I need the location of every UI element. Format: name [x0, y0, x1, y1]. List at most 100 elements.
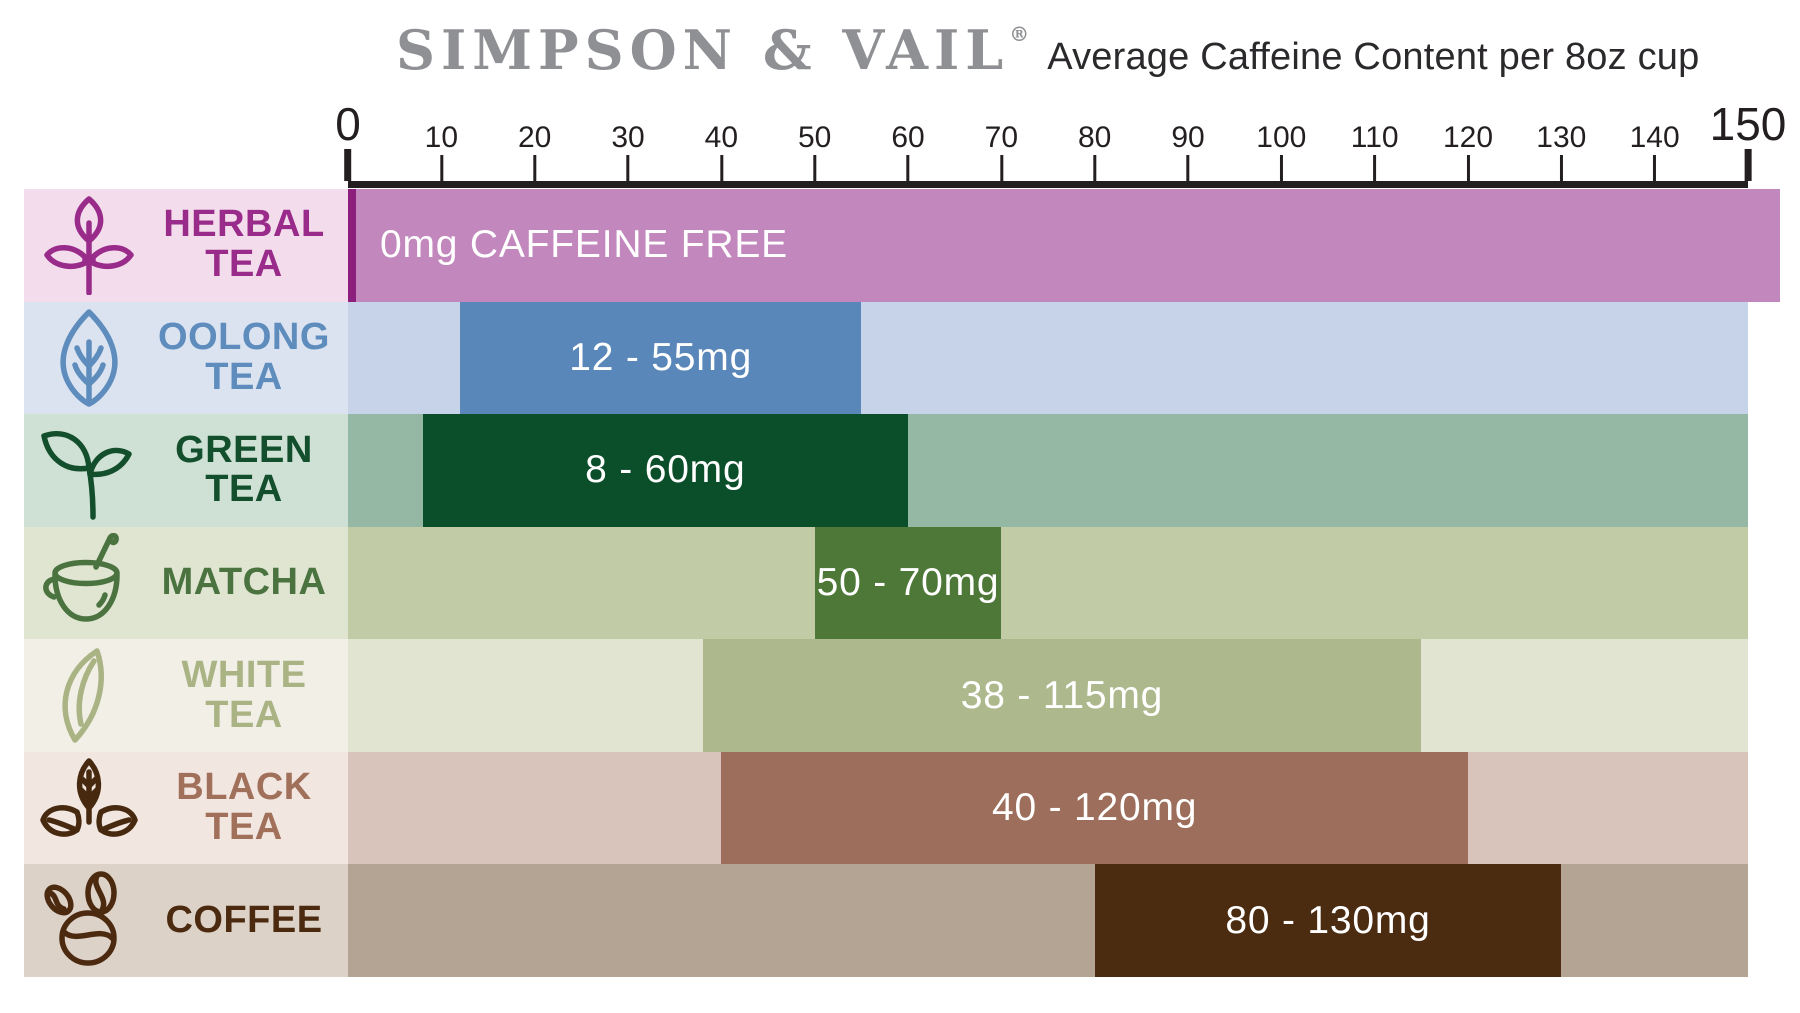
axis-tick-70: 70: [985, 96, 1018, 181]
label-line: TEA: [205, 806, 283, 849]
row-black-tea: BLACK TEA 40 - 120mg: [24, 751, 1748, 865]
label-line: TEA: [205, 693, 283, 736]
axis-tick-label: 20: [517, 121, 552, 154]
axis-tick-20: 20: [518, 96, 551, 181]
axis-tick-label: 50: [797, 121, 832, 154]
row-coffee: COFFEE 80 - 130mg: [24, 864, 1748, 978]
row-track-oolong-tea: 12 - 55mg: [348, 301, 1748, 415]
axis-tick-label: 100: [1256, 121, 1307, 154]
axis-tick-mark: [1093, 155, 1097, 181]
label-line: TEA: [205, 468, 283, 511]
bar-coffee: 80 - 130mg: [1094, 864, 1562, 978]
row-track-coffee: 80 - 130mg: [348, 864, 1748, 978]
axis-tick-mark: [1653, 155, 1657, 181]
axis-tick-130: 130: [1536, 96, 1586, 181]
axis-tick-110: 110: [1351, 96, 1399, 181]
row-label-cell-green-tea: GREEN TEA: [24, 414, 348, 527]
axis-tick-mark: [1466, 155, 1470, 181]
chart-subtitle: Average Caffeine Content per 8oz cup: [1047, 36, 1700, 78]
row-label-cell-herbal-tea: HERBAL TEA: [24, 189, 348, 302]
zero-axis-accent-line: [348, 189, 356, 302]
axis-tick-label: 130: [1536, 121, 1587, 154]
axis-tick-label: 60: [891, 121, 925, 154]
row-matcha: MATCHA 50 - 70mg: [24, 526, 1748, 640]
row-label-herbal-tea: HERBAL TEA: [154, 204, 348, 286]
row-label-green-tea: GREEN TEA: [154, 428, 348, 511]
row-label-cell-oolong-tea: OOLONG TEA: [24, 301, 348, 415]
axis-tick-mark: [813, 155, 817, 181]
axis-tick-label: 120: [1442, 121, 1494, 154]
axis-tick-40: 40: [705, 96, 738, 181]
brand-name: SIMPSON & VAIL: [396, 18, 1010, 82]
label-line: TEA: [205, 243, 283, 286]
axis-tick-mark: [1373, 155, 1377, 181]
axis-tick-mark: [344, 149, 352, 181]
coffee-beans-icon: [24, 871, 154, 971]
label-line: COFFEE: [165, 898, 323, 941]
row-track-green-tea: 8 - 60mg: [348, 414, 1748, 527]
label-line: MATCHA: [161, 561, 327, 604]
axis-tick-label: 10: [424, 121, 459, 154]
row-herbal-tea: HERBAL TEA 0mg CAFFEINE FREE: [24, 189, 1780, 302]
x-axis-line: [348, 181, 1748, 188]
axis-tick-10: 10: [425, 96, 458, 181]
axis-tick-mark: [626, 155, 630, 181]
row-label-matcha: MATCHA: [154, 561, 348, 604]
axis-tick-mark: [999, 155, 1003, 181]
label-line: BLACK: [176, 766, 312, 809]
axis-tick-140: 140: [1630, 96, 1680, 181]
axis-tick-label: 30: [611, 121, 645, 154]
row-track-black-tea: 40 - 120mg: [348, 751, 1748, 865]
axis-tick-mark: [719, 155, 723, 181]
bar-value-label: 0mg CAFFEINE FREE: [380, 223, 788, 267]
axis-tick-mark: [906, 155, 910, 181]
row-label-cell-white-tea: WHITE TEA: [24, 639, 348, 752]
oolong-leaf-icon: [24, 308, 154, 408]
row-white-tea: WHITE TEA 38 - 115mg: [24, 639, 1748, 752]
green-tea-sprout-icon: [24, 420, 154, 521]
axis-tick-mark: [439, 155, 443, 181]
bar-herbal-tea: 0mg CAFFEINE FREE: [348, 189, 1780, 302]
axis-tick-mark: [1744, 149, 1752, 181]
axis-tick-label: 150: [1709, 98, 1787, 150]
herbal-tea-sprig-icon: [24, 195, 154, 296]
bar-black-tea: 40 - 120mg: [721, 751, 1468, 865]
bar-matcha: 50 - 70mg: [814, 526, 1002, 640]
row-label-cell-coffee: COFFEE: [24, 864, 348, 978]
axis-tick-label: 0: [335, 98, 361, 150]
axis-tick-mark: [1559, 155, 1563, 181]
axis-tick-50: 50: [798, 96, 831, 181]
bar-value-label: 80 - 130mg: [1225, 898, 1431, 942]
bar-value-label: 38 - 115mg: [960, 673, 1164, 717]
axis-tick-mark: [1279, 155, 1283, 181]
axis-tick-label: 40: [704, 121, 739, 154]
row-track-herbal-tea: 0mg CAFFEINE FREE: [348, 189, 1780, 302]
axis-tick-0: 0: [335, 96, 361, 181]
axis-tick-label: 80: [1077, 121, 1112, 154]
label-line: GREEN: [175, 428, 313, 471]
axis-tick-mark: [533, 155, 537, 181]
bar-value-label: 50 - 70mg: [816, 561, 1000, 605]
bar-oolong-tea: 12 - 55mg: [460, 301, 862, 415]
axis-tick-150: 150: [1709, 96, 1787, 181]
bar-green-tea: 8 - 60mg: [422, 414, 908, 527]
black-tea-leaves-icon: [24, 758, 154, 858]
row-green-tea: GREEN TEA 8 - 60mg: [24, 414, 1748, 527]
axis-tick-label: 110: [1350, 121, 1399, 154]
row-label-white-tea: WHITE TEA: [154, 653, 348, 736]
axis-tick-30: 30: [611, 96, 645, 181]
label-line: TEA: [205, 355, 283, 398]
label-line: WHITE: [181, 653, 307, 696]
label-line: OOLONG: [158, 315, 330, 358]
row-label-cell-matcha: MATCHA: [24, 526, 348, 640]
matcha-cup-icon: [24, 533, 154, 633]
axis-tick-100: 100: [1256, 96, 1306, 181]
axis-tick-120: 120: [1443, 96, 1493, 181]
bar-value-label: 40 - 120mg: [992, 786, 1198, 830]
bar-value-label: 8 - 60mg: [585, 448, 746, 492]
axis-tick-label: 140: [1629, 121, 1680, 154]
bar-white-tea: 38 - 115mg: [702, 639, 1422, 752]
header: SIMPSON & VAIL® Average Caffeine Content…: [396, 18, 1699, 83]
axis-tick-90: 90: [1171, 96, 1205, 181]
